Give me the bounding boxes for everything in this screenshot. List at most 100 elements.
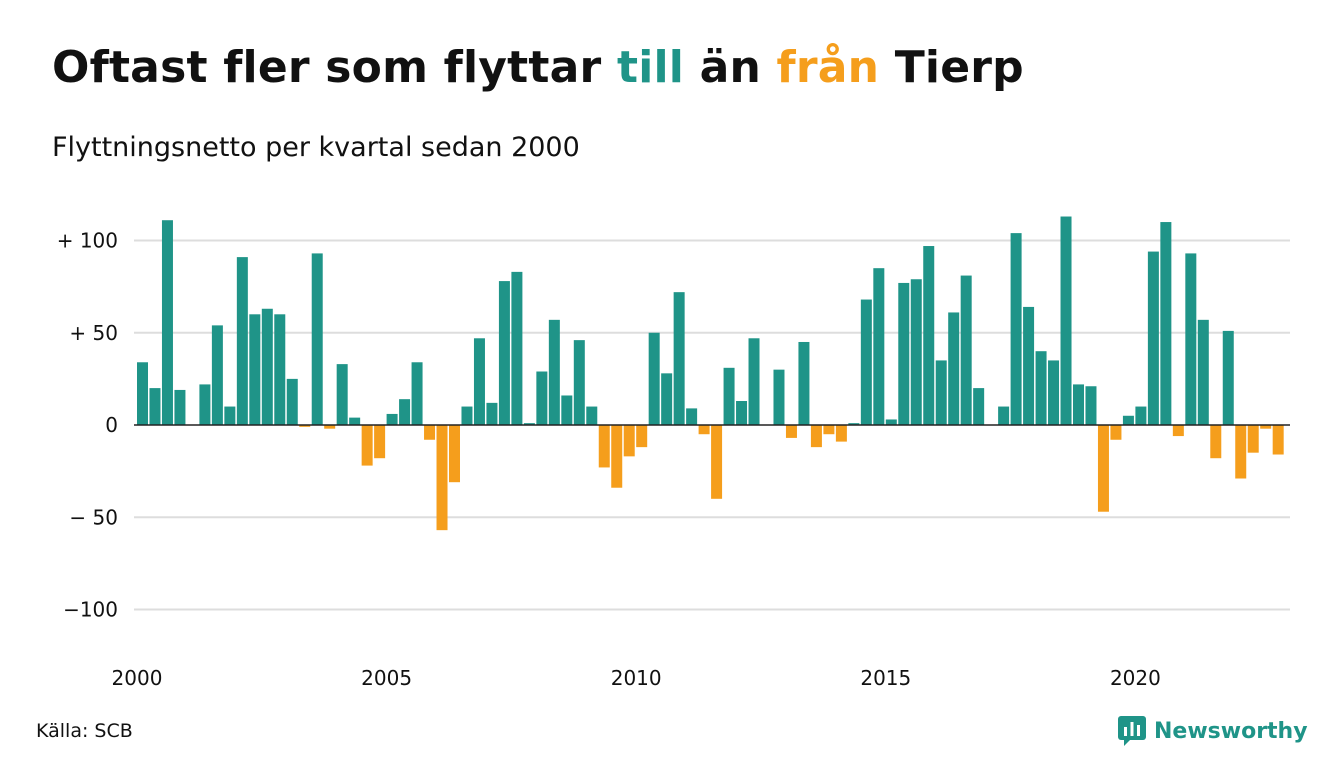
newsworthy-icon xyxy=(1118,716,1146,746)
bar xyxy=(948,312,960,425)
bar xyxy=(848,423,860,425)
bar xyxy=(236,257,248,426)
bar xyxy=(673,292,685,425)
bar xyxy=(1272,425,1284,455)
bar xyxy=(399,399,411,425)
bar xyxy=(548,319,560,425)
bar xyxy=(473,338,485,425)
y-tick-label: + 50 xyxy=(69,321,118,345)
bar xyxy=(723,367,735,426)
bar xyxy=(785,425,797,438)
bar xyxy=(910,279,922,425)
x-tick-label: 2015 xyxy=(860,666,911,690)
bar xyxy=(311,253,323,425)
bar xyxy=(1247,425,1259,453)
title-part-2: än xyxy=(684,42,777,93)
bar xyxy=(810,425,822,448)
bar xyxy=(860,299,872,425)
x-tick-label: 2005 xyxy=(361,666,412,690)
bar-chart: + 100 + 50 0 − 50 −100 2000 2005 2010 2015 2020 xyxy=(57,216,1290,690)
bar xyxy=(336,364,348,425)
bar xyxy=(1048,360,1060,426)
bar xyxy=(598,425,610,468)
bar xyxy=(773,369,785,425)
bar xyxy=(424,425,436,440)
y-tick-label: 0 xyxy=(105,413,118,437)
bar xyxy=(711,425,723,499)
title-part-3: Tierp xyxy=(879,42,1024,93)
bar xyxy=(1085,386,1097,425)
bar xyxy=(923,246,935,425)
bar xyxy=(935,360,947,426)
bar xyxy=(698,425,710,435)
bar xyxy=(536,371,548,426)
bar xyxy=(211,325,223,425)
bar xyxy=(960,275,972,425)
bar xyxy=(998,406,1010,425)
bar xyxy=(623,425,635,457)
bar xyxy=(149,388,161,425)
bar xyxy=(636,425,648,448)
bar xyxy=(648,332,660,425)
bar xyxy=(436,425,448,531)
bar xyxy=(137,362,148,425)
bar xyxy=(161,220,173,425)
y-tick-label: − 50 xyxy=(69,505,118,529)
chart-title: Oftast fler som flyttar till än från Tie… xyxy=(52,42,1024,93)
bar xyxy=(299,425,311,427)
bar xyxy=(199,384,211,425)
bar xyxy=(1222,330,1234,425)
title-till: till xyxy=(616,42,685,93)
bar xyxy=(898,282,910,425)
bar xyxy=(611,425,623,488)
bar xyxy=(686,408,698,425)
source-note: Källa: SCB xyxy=(36,720,133,742)
x-tick-label: 2000 xyxy=(112,666,163,690)
bar xyxy=(324,425,336,429)
bar xyxy=(586,406,598,425)
bar xyxy=(873,268,885,425)
title-part-1: Oftast fler som flyttar xyxy=(52,42,617,93)
bar xyxy=(1260,425,1272,429)
bar xyxy=(1073,384,1084,425)
bar xyxy=(386,413,398,425)
bar xyxy=(411,362,423,425)
chart-subtitle: Flyttningsnetto per kvartal sedan 2000 xyxy=(52,132,580,163)
bar xyxy=(374,425,386,459)
bar xyxy=(973,388,985,425)
bar xyxy=(798,341,810,426)
bar xyxy=(1235,425,1247,479)
bar xyxy=(249,314,261,425)
bar xyxy=(511,271,523,425)
bar xyxy=(523,423,535,425)
x-tick-label: 2010 xyxy=(611,666,662,690)
bar xyxy=(561,395,573,425)
bar xyxy=(461,406,473,425)
bar xyxy=(1023,306,1035,425)
bar xyxy=(261,308,273,425)
bar xyxy=(1160,222,1172,425)
brand-name: Newsworthy xyxy=(1154,718,1308,744)
newsworthy-logo: Newsworthy xyxy=(1118,714,1308,748)
bar xyxy=(1185,253,1197,425)
bar xyxy=(1197,319,1209,425)
bar xyxy=(1035,351,1047,425)
bar xyxy=(1147,251,1159,425)
bar xyxy=(486,402,498,425)
bar xyxy=(174,389,186,425)
bar xyxy=(1172,425,1184,437)
bar xyxy=(661,373,673,425)
bar xyxy=(736,401,748,425)
bar xyxy=(1135,406,1147,425)
bar xyxy=(748,338,760,425)
bar xyxy=(823,425,835,435)
bar xyxy=(835,425,847,442)
bar xyxy=(885,419,897,425)
x-tick-label: 2020 xyxy=(1110,666,1161,690)
bar xyxy=(224,406,236,425)
title-fran: från xyxy=(776,42,880,93)
y-tick-label: + 100 xyxy=(57,229,118,253)
bar xyxy=(1110,425,1122,440)
bar xyxy=(1060,216,1072,425)
bar xyxy=(1210,425,1222,459)
